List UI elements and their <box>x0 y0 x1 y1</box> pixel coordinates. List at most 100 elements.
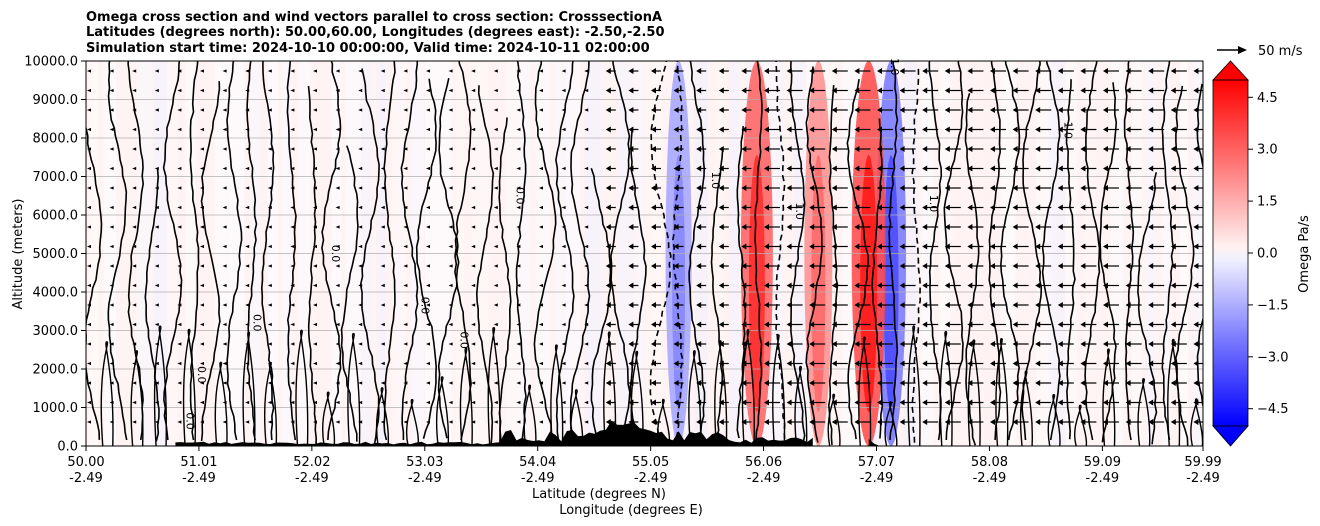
contour-line <box>347 332 361 446</box>
wind-vector-head <box>967 165 973 172</box>
wind-vector <box>290 205 295 210</box>
x-tick-label-lat: 53.03 <box>406 455 443 470</box>
wind-vector <box>87 400 91 405</box>
wind-vector <box>471 88 476 93</box>
x-tick-label-lon: -2.49 <box>973 471 1007 486</box>
wind-vector-head <box>764 263 769 269</box>
wind-vector-head <box>786 185 792 191</box>
wind-vector-head <box>718 87 724 94</box>
wind-vector-head <box>990 380 995 386</box>
wind-vector <box>471 186 476 190</box>
wind-vector <box>313 108 317 112</box>
wind-vector <box>358 225 363 229</box>
colorbar-tick-label: 1.5 <box>1257 195 1278 210</box>
wind-vector <box>426 225 430 229</box>
wind-vector-head <box>1103 419 1108 425</box>
wind-vector-head <box>1012 224 1018 230</box>
wind-vector <box>267 244 272 249</box>
wind-vector-head <box>673 165 679 172</box>
wind-vector <box>358 342 363 346</box>
wind-vector <box>132 127 137 132</box>
wind-vector-head <box>899 146 905 152</box>
wind-vector <box>426 127 430 132</box>
wind-vector-head <box>967 282 973 289</box>
wind-vector-head <box>786 146 792 152</box>
wind-vector <box>561 69 566 73</box>
wind-vector-head <box>899 341 905 347</box>
wind-vector-head <box>628 321 634 328</box>
wind-vector-head <box>1170 341 1176 347</box>
wind-vector-head <box>854 282 860 289</box>
wind-vector <box>403 342 408 346</box>
contour-line <box>939 330 953 446</box>
wind-vector <box>109 166 114 171</box>
wind-vector <box>222 147 227 151</box>
wind-vector-head <box>1012 107 1018 113</box>
wind-vector-head <box>1148 204 1154 211</box>
wind-vector <box>516 381 521 385</box>
wind-vector-head <box>696 185 702 191</box>
wind-vector-head <box>718 68 724 74</box>
wind-vector-head <box>764 68 769 74</box>
wind-vector <box>177 205 182 210</box>
wind-vector <box>87 322 91 327</box>
wind-vector <box>493 342 498 346</box>
wind-vector <box>87 186 91 190</box>
wind-vector-head <box>786 419 792 425</box>
wind-vector <box>493 127 498 132</box>
contour-line <box>943 61 964 441</box>
wind-vector <box>426 147 430 151</box>
wind-vector-head <box>764 126 769 133</box>
wind-vector-head <box>809 126 815 133</box>
y-tick-label: 2000.0 <box>33 363 79 378</box>
wind-vector-head <box>718 341 724 347</box>
wind-vector <box>584 283 589 288</box>
wind-vector <box>109 127 114 132</box>
wind-vector-head <box>1125 243 1131 250</box>
contour-line <box>107 61 128 441</box>
wind-vector <box>448 283 453 288</box>
contour-line <box>533 61 557 441</box>
wind-vector-head <box>651 185 656 191</box>
wind-vector <box>380 225 385 229</box>
wind-vector-head <box>786 126 792 133</box>
wind-vector-head <box>605 399 611 406</box>
wind-vector-head <box>696 321 702 328</box>
wind-vector-head <box>990 224 995 230</box>
wind-vector <box>87 127 91 132</box>
wind-vector <box>448 205 453 210</box>
wind-vector <box>584 225 589 229</box>
y-tick-label: 5000.0 <box>33 247 79 262</box>
wind-vector-head <box>786 321 792 328</box>
wind-vector-head <box>1193 243 1199 250</box>
wind-vector <box>403 244 408 249</box>
wind-vector <box>493 381 498 385</box>
wind-vector-head <box>1057 146 1063 152</box>
wind-vector <box>539 381 543 385</box>
wind-vector-head <box>809 185 815 191</box>
colorbar-label: Omega Pa/s <box>1297 215 1312 293</box>
wind-vector <box>403 186 408 190</box>
wind-vector-head <box>1170 126 1176 133</box>
wind-vector <box>109 322 114 327</box>
wind-vector <box>584 205 589 210</box>
wind-vector <box>267 225 272 229</box>
contour-line <box>772 334 786 446</box>
wind-vector <box>109 225 114 229</box>
wind-vector <box>200 420 204 424</box>
wind-vector <box>313 400 317 405</box>
wind-vector <box>516 69 521 73</box>
wind-vector-head <box>922 399 928 406</box>
contour-line <box>911 68 922 445</box>
wind-vector <box>132 108 137 112</box>
colorbar-tick-label: −3.0 <box>1257 350 1289 365</box>
wind-vector-head <box>786 68 792 74</box>
wind-vector <box>222 225 227 229</box>
contour-line <box>610 61 631 441</box>
wind-vector <box>493 186 498 190</box>
wind-vector <box>245 342 250 346</box>
wind-vector <box>561 88 566 93</box>
wind-vector <box>109 264 114 268</box>
contour-label: 0.0 <box>329 245 342 263</box>
wind-vector <box>358 186 363 190</box>
